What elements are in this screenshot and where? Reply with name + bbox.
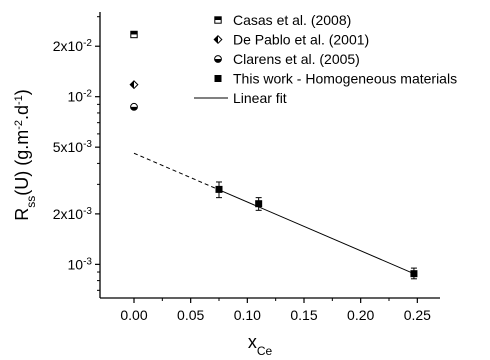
y-tick-label-base: 10 <box>68 89 84 105</box>
fit-line-extrapolation <box>133 152 220 191</box>
x-axis-title-subscript: Ce <box>257 344 273 358</box>
y-tick-label: 2x10-2 <box>53 38 93 55</box>
x-tick-label: 0.15 <box>290 307 317 323</box>
data-point <box>130 30 138 39</box>
y-tick-label-exponent: -3 <box>83 205 92 216</box>
data-point <box>255 200 263 208</box>
marker-square-filled <box>215 185 223 193</box>
x-tick-label: 0.10 <box>234 307 261 323</box>
x-tick-label: 0.00 <box>120 307 147 323</box>
y-tick-label: 10-2 <box>68 88 93 105</box>
y-axis-title-subscript: ss <box>24 196 38 208</box>
x-tick-label: 0.05 <box>177 307 204 323</box>
data-point <box>410 270 418 278</box>
legend-label: Casas et al. (2008) <box>233 12 351 28</box>
y-tick-label: 2x10-3 <box>53 205 93 222</box>
y-tick-label-exponent: -2 <box>83 88 92 99</box>
marker-square-filled <box>255 200 263 208</box>
y-axis-title-main: R <box>12 208 32 221</box>
y-tick-label-exponent: -3 <box>83 256 92 267</box>
marker-square-filled <box>410 270 418 278</box>
y-tick-label-base: 5x10 <box>53 139 84 155</box>
legend-label: De Pablo et al. (2001) <box>233 32 369 48</box>
y-tick-label: 10-3 <box>68 256 93 273</box>
y-axis-title-units-c: ) <box>12 89 32 95</box>
y-tick-label-exponent: -3 <box>83 139 92 150</box>
data-point <box>130 102 138 111</box>
marker-circle-fill <box>214 59 222 63</box>
y-tick-label-base: 2x10 <box>53 206 84 222</box>
legend: Casas et al. (2008) De Pablo et al. (2001… <box>194 12 457 106</box>
legend-label: Linear fit <box>233 90 287 106</box>
legend-label: Clarens et al. (2005) <box>233 51 360 67</box>
y-tick-label: 5x10-3 <box>53 139 93 156</box>
y-axis-title: Rss(U) (g.m-2.d-1) <box>12 89 38 221</box>
legend-marker <box>214 55 222 63</box>
marker-square-fill <box>214 16 222 20</box>
marker-diamond-fill <box>214 35 218 44</box>
y-tick-label-base: 10 <box>68 256 84 272</box>
y-axis-title-superscript-1: -2 <box>13 120 25 130</box>
marker-square-filled <box>214 75 222 82</box>
y-axis-title-superscript-2: -1 <box>13 95 25 105</box>
axes-group: 0.00 0.05 0.10 0.15 0.20 0.2510-32x10-35x10-3… <box>12 12 440 358</box>
y-tick-label-base: 2x10 <box>53 38 84 54</box>
y-axis-title-units-a: (U) (g.m <box>12 130 32 196</box>
x-axis-title: xCe <box>248 332 273 358</box>
legend-marker <box>214 16 222 24</box>
marker-circle-fill <box>130 106 138 111</box>
marker-square-fill <box>130 31 138 35</box>
marks-group <box>129 30 418 280</box>
y-axis-title-units-b: .d <box>12 105 32 120</box>
marker-diamond-fill <box>130 80 134 89</box>
data-point <box>129 80 139 90</box>
y-tick-label-exponent: -2 <box>83 38 92 49</box>
legend-label: This work - Homogeneous materials <box>233 71 457 87</box>
data-point <box>215 185 223 193</box>
legend-marker <box>213 34 223 45</box>
legend-marker <box>214 75 222 82</box>
x-tick-label: 0.20 <box>347 307 374 323</box>
x-tick-label: 0.25 <box>404 307 431 323</box>
fit-line <box>218 189 415 275</box>
x-axis-title-main: x <box>248 332 257 352</box>
